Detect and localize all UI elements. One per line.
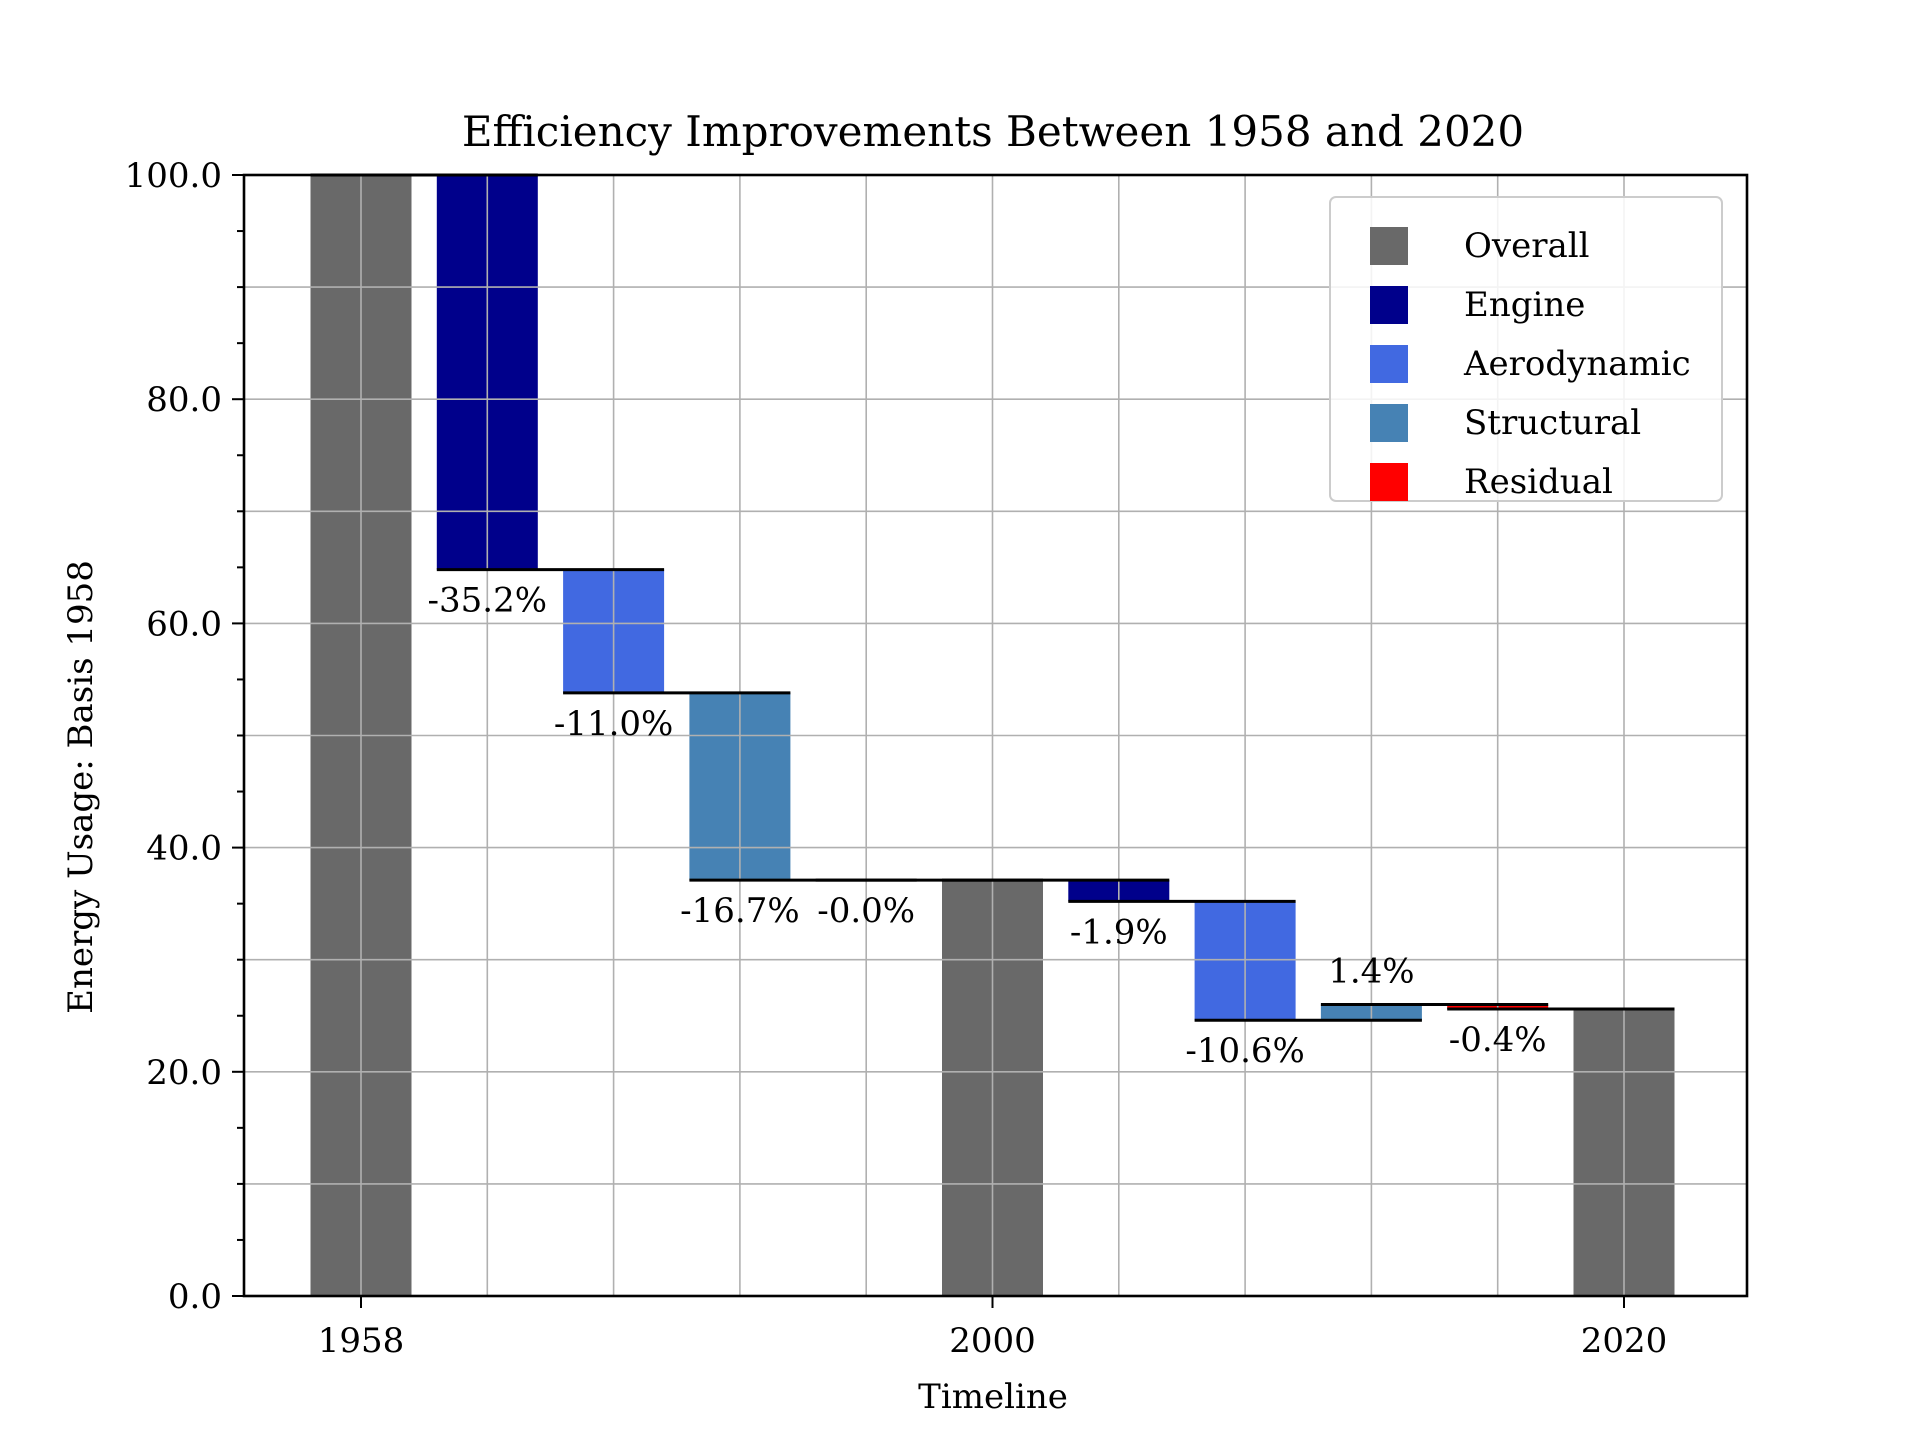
y-axis-label: Energy Usage: Basis 1958 <box>61 560 101 1014</box>
legend-swatch-structural <box>1370 404 1408 442</box>
legend-entry: Structural <box>1464 403 1641 443</box>
y-tick-label: 20.0 <box>146 1053 222 1093</box>
data-label: -35.2% <box>428 581 548 621</box>
y-tick-label: 60.0 <box>146 604 222 644</box>
legend-entry: Residual <box>1464 462 1613 502</box>
x-tick-label: 1958 <box>318 1321 405 1361</box>
x-tick-label: 2000 <box>949 1321 1036 1361</box>
legend-swatch-engine <box>1370 286 1408 324</box>
data-label: -0.4% <box>1449 1020 1547 1060</box>
legend-swatch-overall <box>1370 227 1408 265</box>
x-axis-group: 1958 2000 2020 <box>318 1296 1668 1361</box>
x-tick-label: 2020 <box>1581 1321 1668 1361</box>
y-tick-label: 0.0 <box>168 1277 222 1317</box>
legend: Overall Engine Aerodynamic Structural Residu… <box>1329 196 1723 502</box>
legend-entry: Aerodynamic <box>1463 344 1691 384</box>
grid-group <box>244 175 1747 1296</box>
legend-entry: Overall <box>1464 226 1589 266</box>
data-label: -1.9% <box>1070 912 1168 952</box>
legend-box <box>1329 196 1723 502</box>
legend-swatch-aerodynamic <box>1370 345 1408 383</box>
y-tick-label: 80.0 <box>146 380 222 420</box>
data-label: -16.7% <box>680 891 800 931</box>
data-label: -11.0% <box>554 704 674 744</box>
legend-entry: Engine <box>1464 285 1585 325</box>
legend-swatch-residual <box>1370 463 1408 501</box>
y-axis-group: 0.0 20.0 40.0 60.0 80.0 100.0 <box>125 156 244 1317</box>
y-tick-label: 100.0 <box>125 156 222 196</box>
chart-title: Efficiency Improvements Between 1958 and… <box>462 107 1524 156</box>
data-label: 1.4% <box>1328 952 1414 992</box>
data-label: -10.6% <box>1185 1031 1305 1071</box>
data-labels-group: -35.2% -11.0% -16.7% -0.0% -1.9% -10.6% 1.4% -0… <box>428 581 1547 1072</box>
x-axis-label: Timeline <box>918 1377 1068 1417</box>
y-tick-label: 40.0 <box>146 829 222 869</box>
data-label: -0.0% <box>817 891 915 931</box>
